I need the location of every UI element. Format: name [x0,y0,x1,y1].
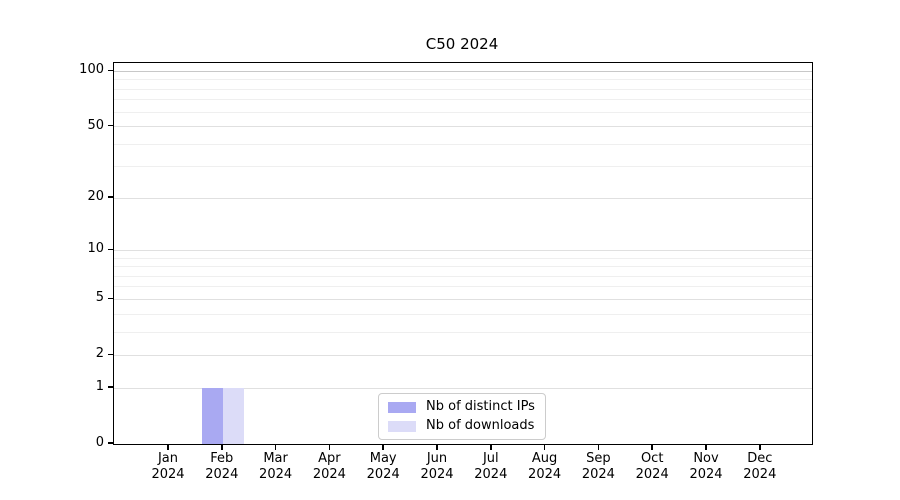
x-tick-mark [490,444,492,450]
y-tick-mark [108,353,113,356]
x-tick-year: 2024 [474,467,508,482]
y-tick-mark [108,442,113,444]
x-tick-year: 2024 [259,467,293,482]
x-tick-mark [274,444,277,450]
legend-label-downloads: Nb of downloads [426,418,535,433]
x-tick-mark [759,444,761,450]
x-tick-month: Nov [693,451,719,466]
legend: Nb of distinct IPs Nb of downloads [378,393,546,440]
x-tick-month: Aug [531,451,558,466]
major-gridline [114,197,812,199]
y-tick-mark [108,124,113,127]
minor-gridline [114,99,812,101]
minor-gridline [114,88,812,90]
x-tick-mark [705,444,707,450]
x-tick-mark [221,444,223,450]
minor-gridline [114,79,812,81]
x-tick-month: Jul [482,451,499,466]
x-tick-month: Jun [426,451,448,466]
minor-gridline [114,331,812,333]
bar-downloads [222,388,244,444]
y-tick-mark [108,69,113,72]
x-tick-month: May [369,451,397,466]
x-tick-year: 2024 [581,467,615,482]
y-tick-label: 5 [95,290,104,306]
major-gridline [114,70,812,72]
x-tick-month: Sep [586,451,611,466]
minor-gridline [114,111,812,113]
y-tick-label: 20 [87,189,104,205]
x-tick-mark [597,444,600,450]
plot-area [113,62,813,445]
x-tick-month: Mar [263,451,288,466]
minor-gridline [114,166,812,168]
y-tick-mark [108,196,113,198]
y-tick-label: 1 [95,379,104,395]
y-tick-label: 50 [87,117,104,133]
x-tick-month: Jan [157,451,179,466]
x-tick-label: Mar 2024 [244,451,308,483]
y-tick-mark [108,386,113,388]
x-tick-label: Sep 2024 [566,451,630,483]
y-tick-label: 10 [87,241,104,257]
x-tick-year: 2024 [743,467,777,482]
x-tick-year: 2024 [151,467,185,482]
major-gridline [114,354,812,356]
y-tick-mark [108,297,113,300]
y-tick-label: 100 [79,62,104,78]
x-tick-year: 2024 [420,467,454,482]
x-tick-label: Feb 2024 [190,451,254,483]
minor-gridline [114,143,812,145]
legend-item-distinct-ips: Nb of distinct IPs [388,399,536,415]
x-tick-mark [543,444,546,450]
major-gridline [114,387,812,389]
bar-distinct-ips [201,388,223,444]
legend-swatch-downloads-icon [388,420,416,432]
x-tick-label: Nov 2024 [674,451,738,483]
x-tick-label: Jan 2024 [136,451,200,483]
minor-gridline [114,286,812,288]
x-tick-year: 2024 [312,467,346,482]
legend-item-downloads: Nb of downloads [388,418,536,434]
x-tick-label: Oct 2024 [620,451,684,483]
major-gridline [114,126,812,128]
chart-title: C50 2024 [425,35,499,53]
y-tick-label: 2 [95,346,104,362]
x-tick-month: Apr [318,451,341,466]
x-tick-year: 2024 [635,467,669,482]
minor-gridline [114,257,812,259]
x-tick-year: 2024 [205,467,239,482]
x-tick-mark [328,444,331,450]
x-tick-label: Jul 2024 [459,451,523,483]
legend-label-distinct-ips: Nb of distinct IPs [426,399,535,414]
major-gridline [114,298,812,300]
x-tick-month: Feb [210,451,234,466]
y-tick-mark [108,248,113,251]
x-tick-year: 2024 [366,467,400,482]
x-tick-year: 2024 [689,467,723,482]
x-tick-label: May 2024 [351,451,415,483]
minor-gridline [114,275,812,277]
x-tick-month: Oct [640,451,664,466]
x-tick-year: 2024 [528,467,562,482]
minor-gridline [114,313,812,315]
y-tick-label: 0 [95,435,104,450]
x-tick-label: Aug 2024 [513,451,577,483]
legend-swatch-distinct-ips-icon [388,401,416,413]
major-gridline [114,249,812,251]
x-tick-mark [167,444,169,450]
x-tick-label: Jun 2024 [405,451,469,483]
x-tick-month: Dec [747,451,773,466]
x-tick-label: Apr 2024 [297,451,361,483]
x-tick-mark [651,444,653,450]
x-tick-mark [382,444,384,450]
x-tick-label: Dec 2024 [728,451,792,483]
minor-gridline [114,266,812,268]
x-tick-mark [436,444,438,450]
